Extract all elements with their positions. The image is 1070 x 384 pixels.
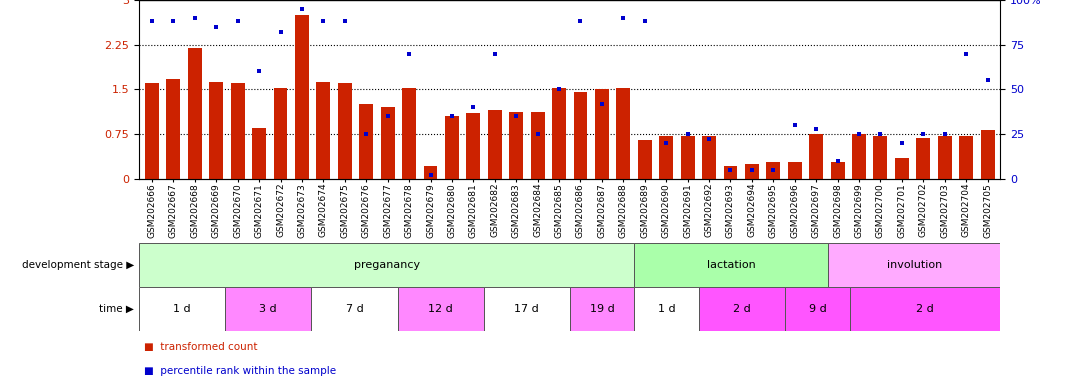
Bar bbox=[509, 112, 523, 179]
Bar bbox=[445, 116, 459, 179]
Bar bbox=[188, 48, 202, 179]
Text: 19 d: 19 d bbox=[590, 304, 614, 314]
Bar bbox=[295, 15, 309, 179]
Bar bbox=[635, 243, 828, 287]
Text: 1 d: 1 d bbox=[658, 304, 675, 314]
Bar bbox=[830, 162, 844, 179]
Bar bbox=[595, 89, 609, 179]
Bar bbox=[274, 88, 288, 179]
Bar bbox=[381, 107, 395, 179]
Bar bbox=[980, 130, 994, 179]
Bar bbox=[225, 287, 311, 331]
Text: 17 d: 17 d bbox=[515, 304, 539, 314]
Bar bbox=[681, 136, 694, 179]
Text: ■  transformed count: ■ transformed count bbox=[144, 342, 258, 352]
Bar bbox=[766, 162, 780, 179]
Text: 2 d: 2 d bbox=[916, 304, 934, 314]
Bar bbox=[317, 82, 331, 179]
Text: 3 d: 3 d bbox=[260, 304, 277, 314]
Bar bbox=[402, 88, 416, 179]
Bar bbox=[916, 138, 930, 179]
Bar bbox=[788, 162, 801, 179]
Bar bbox=[139, 287, 225, 331]
Bar bbox=[231, 83, 245, 179]
Bar bbox=[635, 287, 699, 331]
Bar bbox=[723, 166, 737, 179]
Text: involution: involution bbox=[887, 260, 942, 270]
Text: 7 d: 7 d bbox=[346, 304, 364, 314]
Bar bbox=[852, 134, 866, 179]
Text: lactation: lactation bbox=[707, 260, 755, 270]
Bar bbox=[467, 113, 480, 179]
Bar bbox=[360, 104, 373, 179]
Text: development stage ▶: development stage ▶ bbox=[21, 260, 134, 270]
Bar bbox=[873, 136, 887, 179]
Text: 1 d: 1 d bbox=[173, 304, 190, 314]
Bar bbox=[785, 287, 850, 331]
Bar bbox=[552, 88, 566, 179]
Bar bbox=[959, 136, 973, 179]
Bar bbox=[146, 83, 159, 179]
Bar bbox=[659, 136, 673, 179]
Bar bbox=[809, 134, 823, 179]
Bar bbox=[569, 287, 635, 331]
Bar bbox=[210, 82, 224, 179]
Bar bbox=[311, 287, 398, 331]
Bar bbox=[488, 110, 502, 179]
Bar bbox=[531, 112, 545, 179]
Text: ■  percentile rank within the sample: ■ percentile rank within the sample bbox=[144, 366, 337, 376]
Text: time ▶: time ▶ bbox=[98, 304, 134, 314]
Text: 9 d: 9 d bbox=[809, 304, 826, 314]
Bar bbox=[828, 243, 1000, 287]
Text: 12 d: 12 d bbox=[428, 304, 453, 314]
Bar bbox=[139, 243, 635, 287]
Bar bbox=[616, 88, 630, 179]
Bar bbox=[253, 128, 266, 179]
Bar bbox=[699, 287, 785, 331]
Bar bbox=[895, 158, 908, 179]
Bar bbox=[850, 287, 1000, 331]
Text: 2 d: 2 d bbox=[733, 304, 751, 314]
Bar bbox=[937, 136, 951, 179]
Bar bbox=[167, 79, 181, 179]
Bar bbox=[745, 164, 759, 179]
Bar bbox=[338, 83, 352, 179]
Bar bbox=[638, 140, 652, 179]
Bar bbox=[398, 287, 484, 331]
Text: preganancy: preganancy bbox=[354, 260, 419, 270]
Bar bbox=[424, 166, 438, 179]
Bar bbox=[702, 136, 716, 179]
Bar bbox=[574, 92, 587, 179]
Bar bbox=[484, 287, 569, 331]
